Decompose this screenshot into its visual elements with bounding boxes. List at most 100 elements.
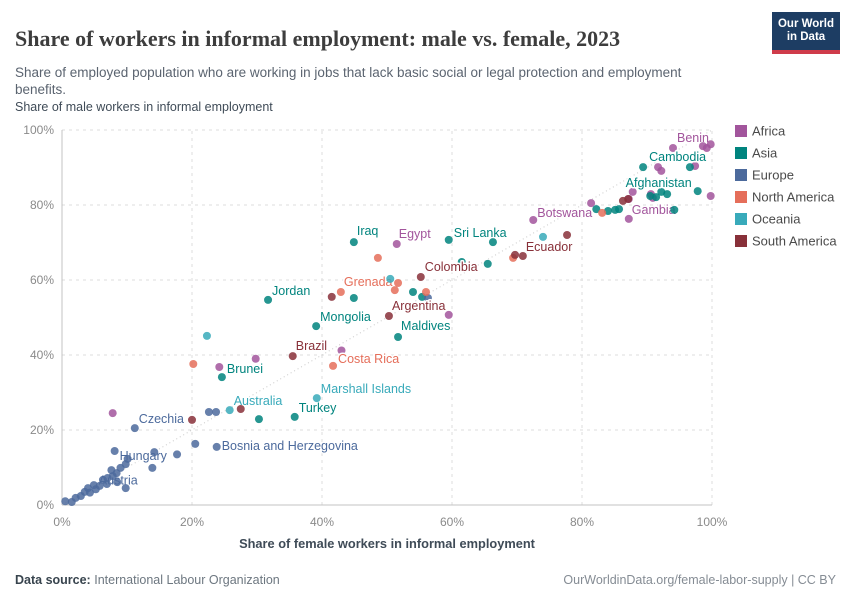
data-point-australia[interactable] [225,406,234,415]
data-point-europe[interactable] [423,294,432,302]
data-point-europe[interactable] [173,450,182,459]
data-point-south-america[interactable] [236,405,245,413]
data-point-asia[interactable] [670,205,679,214]
chart-area: 0% 20% 40% 60% 80% 100% 0% 20% 40% 60% 80% 100% Shar… [0,113,850,568]
data-point-africa[interactable] [587,199,596,208]
data-point-czechia[interactable] [130,424,139,433]
data-point-hungary[interactable] [110,447,119,455]
legend-label-north-america[interactable]: North America [752,190,835,205]
data-point-europe[interactable] [113,478,122,487]
data-point-asia[interactable] [685,163,694,172]
country-label: Colombia [425,260,478,274]
data-point-botswana[interactable] [529,216,538,224]
data-point-europe[interactable] [123,454,132,463]
legend-label-africa[interactable]: Africa [752,124,786,139]
data-point-north-america[interactable] [390,286,399,295]
data-point-sri-lanka[interactable] [444,235,453,244]
country-label: Iraq [357,224,379,238]
data-point-north-america[interactable] [189,360,198,368]
data-point-europe[interactable] [212,408,221,416]
data-point-africa[interactable] [657,166,666,175]
data-point-asia[interactable] [483,259,492,268]
data-point-asia[interactable] [457,258,466,266]
data-point-maldives[interactable] [394,333,403,341]
data-point-egypt[interactable] [392,240,401,248]
data-point-north-america[interactable] [422,288,430,296]
data-point-bosnia-and-herzegovina[interactable] [212,442,221,451]
country-label: Cambodia [649,150,706,164]
data-point-asia[interactable] [615,205,624,214]
data-point-south-america[interactable] [327,292,336,301]
legend-swatch-asia[interactable] [735,147,747,159]
legend-swatch-oceania[interactable] [735,213,747,225]
data-point-south-america[interactable] [511,250,520,259]
data-point-asia[interactable] [592,205,601,214]
data-point-africa[interactable] [337,346,346,355]
footer: Data source: International Labour Organi… [0,564,850,600]
data-point-cambodia[interactable] [639,163,648,172]
data-point-africa[interactable] [706,192,715,200]
data-point-gambia[interactable] [624,214,633,223]
data-point-asia[interactable] [652,193,661,202]
owid-logo[interactable]: Our World in Data [772,12,840,54]
page-title: Share of workers in informal employment:… [15,25,621,51]
data-point-south-america[interactable] [188,415,196,424]
data-point-brunei[interactable] [217,373,226,382]
data-point-africa[interactable] [215,363,224,371]
data-point-asia[interactable] [663,190,672,199]
data-point-north-america[interactable] [394,279,403,287]
legend-label-oceania[interactable]: Oceania [752,212,801,227]
data-point-africa[interactable] [444,310,453,319]
legend-swatch-europe[interactable] [735,169,747,181]
y-tick-label: 0% [37,498,55,512]
data-point-europe[interactable] [61,497,70,506]
data-point-oceania[interactable] [386,274,395,283]
data-point-europe[interactable] [121,484,130,493]
data-point-europe[interactable] [150,448,159,457]
data-point-oceania[interactable] [202,331,211,340]
data-point-africa[interactable] [251,354,260,363]
data-point-europe[interactable] [204,408,213,416]
data-point-grenada[interactable] [336,288,345,296]
data-point-europe[interactable] [95,481,104,490]
data-point-costa-rica[interactable] [329,361,338,370]
legend-label-europe[interactable]: Europe [752,168,794,183]
data-point-brazil[interactable] [288,352,297,361]
data-point-afghanistan[interactable] [693,187,702,196]
legend-swatch-north-america[interactable] [735,191,747,203]
data-point-asia[interactable] [409,288,417,296]
data-point-asia[interactable] [488,238,497,247]
country-label: Bosnia and Herzegovina [222,439,358,453]
data-point-ecuador[interactable] [518,252,527,260]
data-point-north-america[interactable] [598,208,607,217]
data-point-benin[interactable] [669,144,677,152]
legend-swatch-africa[interactable] [735,125,747,137]
country-label: Grenada [344,275,393,289]
data-point-north-america[interactable] [373,253,382,262]
data-point-africa[interactable] [706,140,715,149]
data-point-south-america[interactable] [624,195,633,203]
data-point-africa[interactable] [108,409,117,418]
data-point-asia[interactable] [254,415,263,424]
data-point-europe[interactable] [148,463,157,472]
data-point-marshall-islands[interactable] [312,394,321,403]
legend-swatch-south-america[interactable] [735,235,747,247]
data-point-colombia[interactable] [416,273,425,281]
legend-label-south-america[interactable]: South America [752,234,837,249]
data-point-south-america[interactable] [563,231,572,239]
data-point-turkey[interactable] [290,412,299,421]
data-point-argentina[interactable] [384,312,393,320]
data-point-africa[interactable] [628,187,637,196]
data-point-iraq[interactable] [349,238,358,247]
data-point-asia[interactable] [349,294,358,302]
data-source-label: Data source: [15,573,91,587]
attribution-link[interactable]: OurWorldinData.org/female-labor-supply |… [563,573,836,587]
data-point-europe[interactable] [191,439,200,448]
country-label: Afghanistan [626,176,692,190]
data-point-mongolia[interactable] [312,322,321,331]
data-point-jordan[interactable] [264,295,273,304]
data-point-oceania[interactable] [539,232,547,241]
data-point-europe[interactable] [85,488,94,497]
data-point-europe[interactable] [102,480,111,488]
legend-label-asia[interactable]: Asia [752,146,778,161]
